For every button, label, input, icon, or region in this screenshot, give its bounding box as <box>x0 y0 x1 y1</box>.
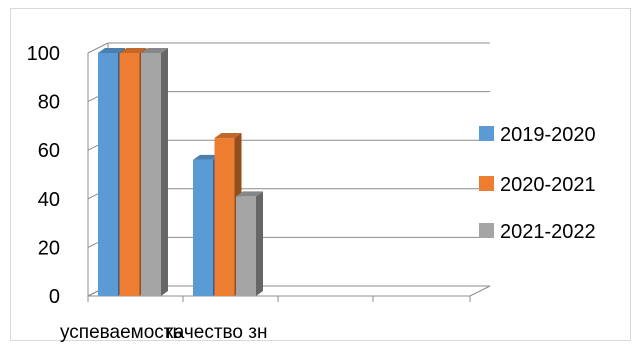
bars <box>98 48 263 296</box>
side-wall-line <box>87 42 109 54</box>
bar-front-face <box>236 196 256 296</box>
chart-border <box>10 8 631 341</box>
bar-front-face <box>141 53 161 296</box>
bar-top-face <box>193 154 220 160</box>
bar-top-face <box>119 48 147 53</box>
y-tick-label: 0 <box>49 286 60 308</box>
legend-item: 2021-2022 <box>479 221 596 243</box>
bar-side-face <box>161 48 168 296</box>
y-tick-label: 20 <box>38 237 60 259</box>
bar-top-face <box>98 48 125 53</box>
legend-swatch <box>479 176 494 191</box>
bar <box>236 191 263 296</box>
y-tick-label: 80 <box>38 92 60 114</box>
bar-top-face <box>214 133 242 139</box>
y-tick-label: 40 <box>38 189 60 211</box>
bar-top-face <box>236 191 263 197</box>
legend-label: 2020-2021 <box>500 174 596 196</box>
x-category-label: качество зн <box>165 322 267 343</box>
y-tick-label: 100 <box>27 43 60 65</box>
y-axis-ticks: 0 20 40 60 80 100 <box>27 43 60 308</box>
legend-item: 2020-2021 <box>479 174 596 196</box>
legend-label: 2019-2020 <box>500 124 596 146</box>
bar-front-face <box>119 53 140 296</box>
bar-front-face <box>98 53 118 296</box>
legend: 2019-2020 2020-2021 2021-2022 <box>479 124 596 243</box>
y-tick-label: 60 <box>38 140 60 162</box>
bar-front-face <box>193 159 213 296</box>
x-category-label: успеваемость <box>60 322 182 343</box>
bar <box>141 48 168 296</box>
bar-side-face <box>256 191 263 296</box>
legend-swatch <box>479 223 494 238</box>
legend-item: 2019-2020 <box>479 124 596 146</box>
bar-front-face <box>214 138 235 296</box>
legend-label: 2021-2022 <box>500 221 596 243</box>
bar-top-face <box>141 48 168 53</box>
legend-swatch <box>479 126 494 141</box>
